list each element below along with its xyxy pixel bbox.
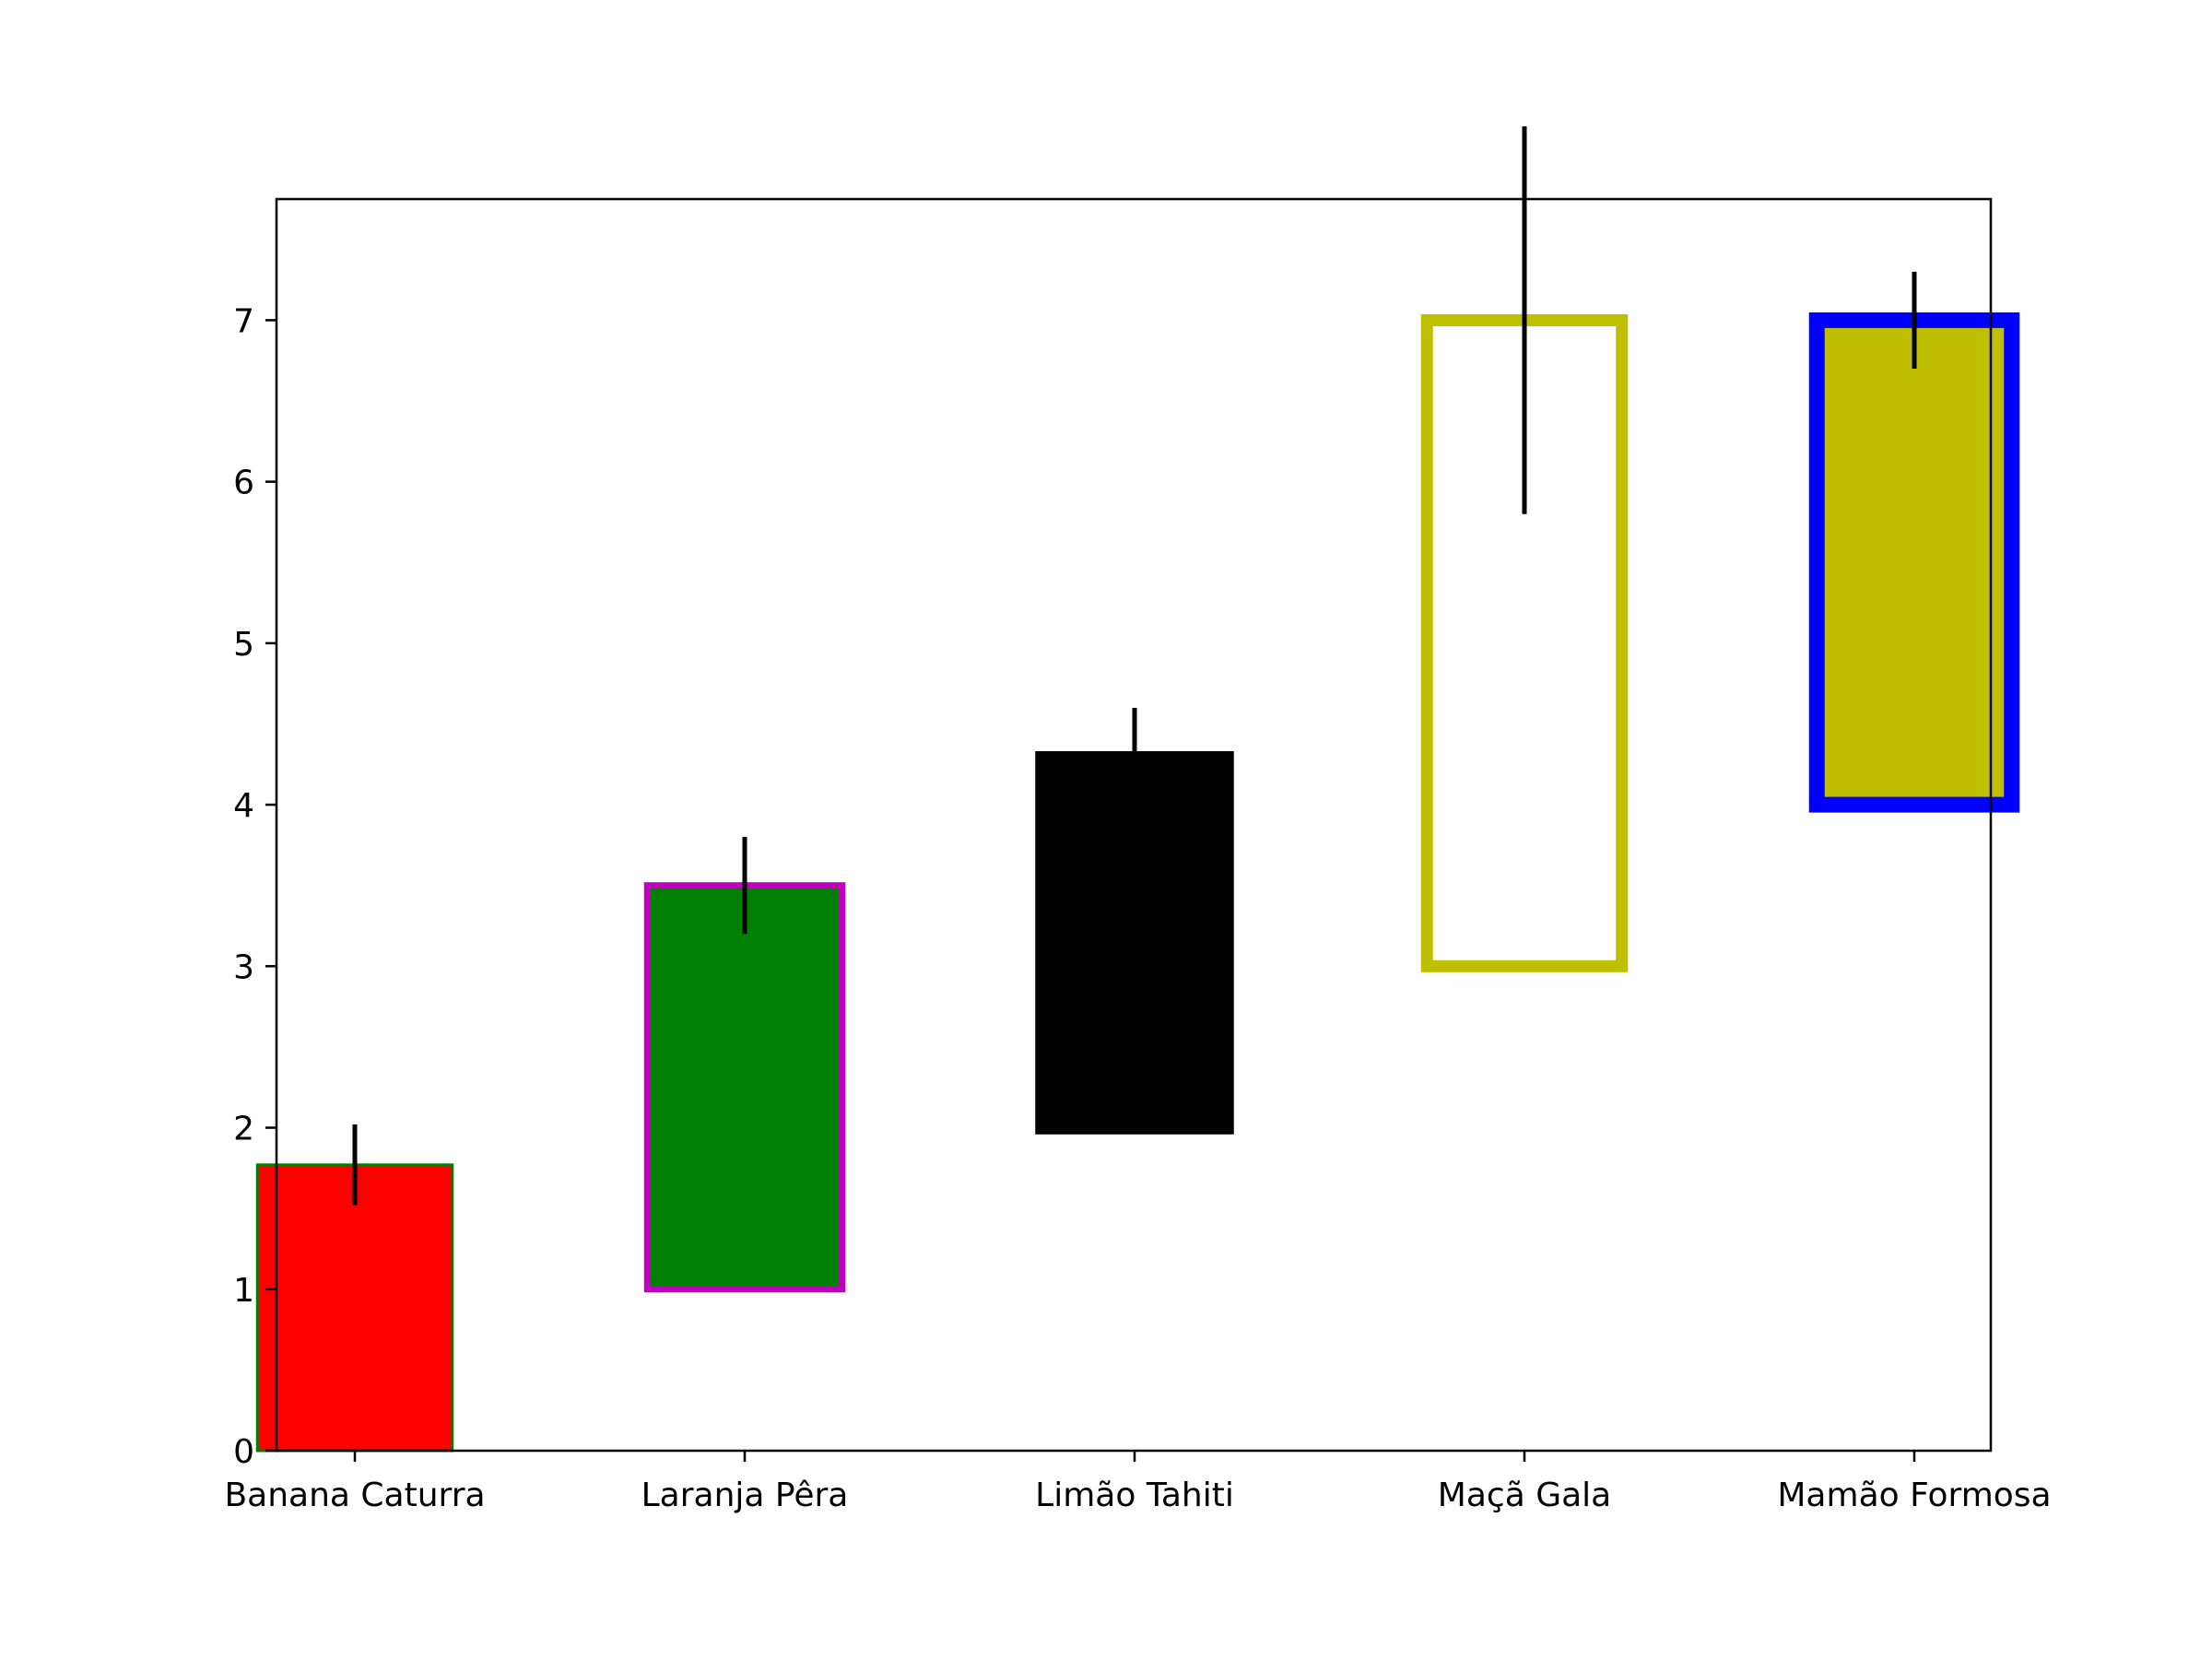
bar-5	[1808, 312, 2020, 813]
x-tick-label-4: Maçã Gala	[1438, 1477, 1611, 1514]
y-tick-label-2: 2	[233, 1111, 254, 1148]
x-tick-label-2: Laranja Pêra	[641, 1477, 849, 1514]
y-tick-label-1: 1	[233, 1272, 254, 1310]
bar-3	[1035, 751, 1234, 1135]
y-tick-label-3: 3	[233, 948, 254, 986]
bar-1	[255, 1163, 454, 1453]
y-tick-label-0: 0	[233, 1433, 254, 1471]
x-tick-label-1: Banana Caturra	[224, 1477, 485, 1514]
x-tick-label-3: Limão Tahiti	[1035, 1477, 1234, 1514]
x-tick-label-5: Mamão Formosa	[1777, 1477, 2051, 1514]
y-axis: 0 1 2 3 4 5 6 7	[233, 302, 276, 1471]
y-tick-label-5: 5	[233, 626, 254, 664]
x-axis: Banana Caturra Laranja Pêra Limão Tahiti Ma…	[224, 1451, 2052, 1514]
y-tick-label-7: 7	[233, 302, 254, 340]
y-tick-label-4: 4	[233, 787, 254, 825]
y-tick-label-6: 6	[233, 465, 254, 502]
bar-2	[643, 882, 846, 1293]
error-bars-layer	[352, 126, 1917, 1206]
